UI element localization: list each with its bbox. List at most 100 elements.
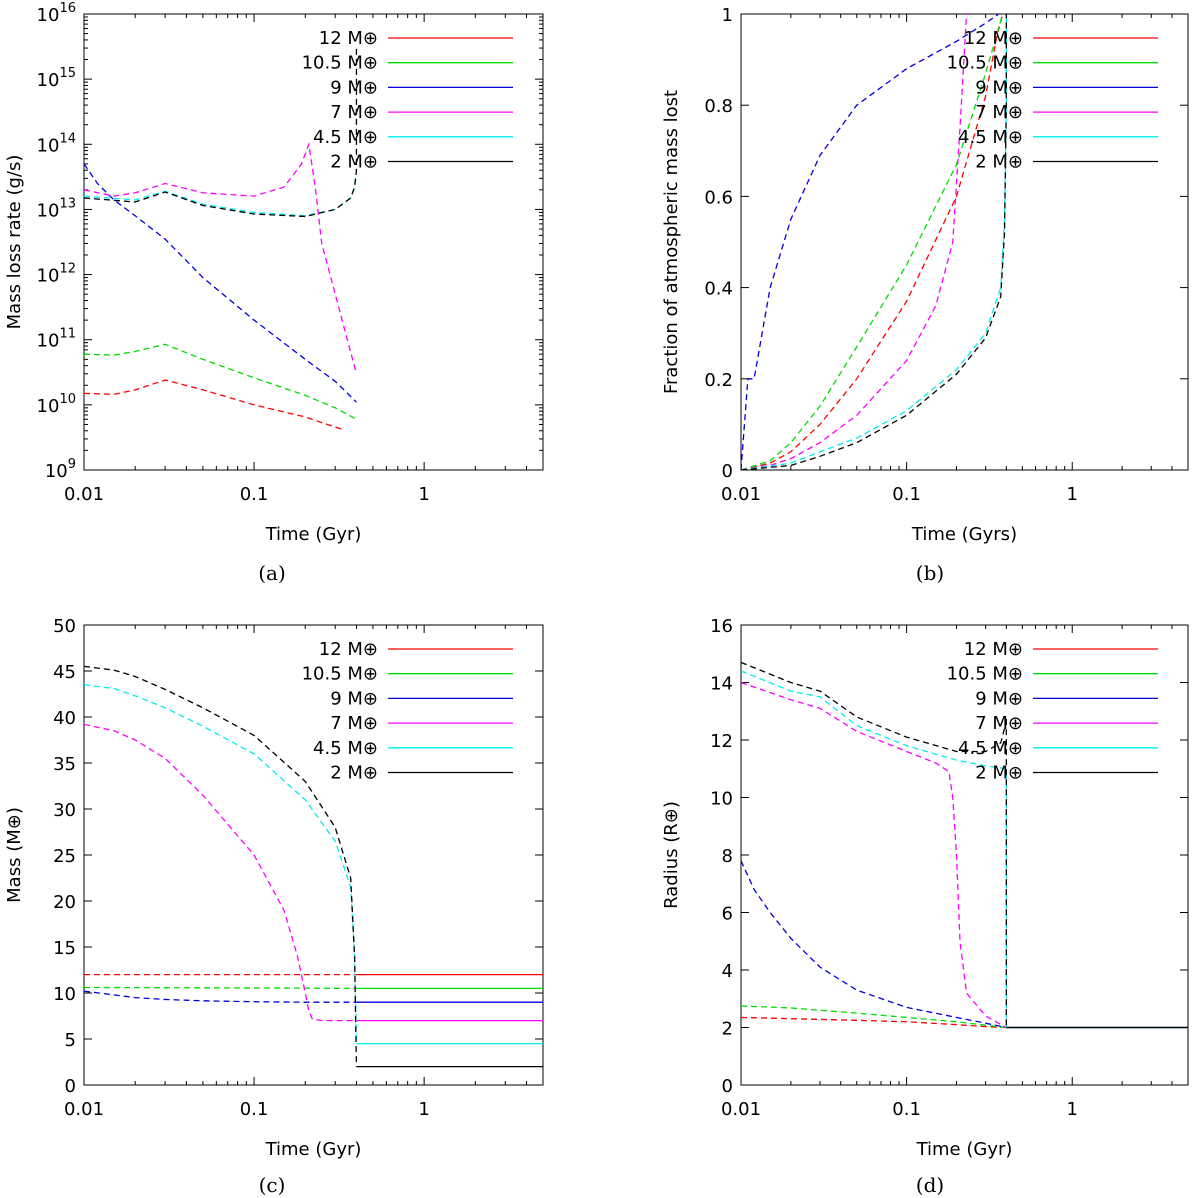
y-tick-label: 1014 <box>37 131 76 156</box>
legend-label: 9 M⊕ <box>330 688 378 709</box>
series-line-10_5-dashed <box>741 14 1004 470</box>
y-tick-label: 35 <box>53 754 76 775</box>
y-tick-label: 20 <box>53 892 76 913</box>
y-tick-label: 0.8 <box>704 96 733 117</box>
y-tick-label: 6 <box>722 904 733 925</box>
y-tick-label: 0.6 <box>704 187 733 208</box>
legend-label: 10.5 M⊕ <box>302 664 378 685</box>
panel-a: 0.01 0.1 1 109 1010 1011 1012 1013 1014 1015 1016 T… <box>4 1 544 585</box>
panel-b: 0.01 0.1 1 0 0.2 0.4 0.6 0.8 1 Time (Gyrs) Fractio… <box>661 5 1189 585</box>
y-axis-label: Mass (M⊕) <box>4 807 25 903</box>
x-tick-label: 1 <box>1067 484 1078 505</box>
y-axis-label: Fraction of atmospheric mass lost <box>661 90 682 394</box>
legend-label: 9 M⊕ <box>330 77 378 98</box>
x-tick-label: 1 <box>1067 1099 1078 1120</box>
y-tick-label: 1012 <box>37 262 76 287</box>
x-tick-label: 0.1 <box>892 1099 921 1120</box>
series-line-4_5-dashed <box>741 14 1007 470</box>
x-tick-label: 1 <box>418 484 429 505</box>
y-tick-label: 2 <box>722 1019 733 1040</box>
series-line-9-dashed <box>741 860 1007 1029</box>
x-axis-label: Time (Gyr) <box>265 1139 362 1160</box>
x-axis-label: Time (Gyr) <box>265 524 362 545</box>
legend-label: 10.5 M⊕ <box>302 53 378 74</box>
series-line-12-dashed <box>84 379 343 431</box>
y-tick-label: 10 <box>710 789 733 810</box>
legend-label: 2 M⊕ <box>975 763 1023 784</box>
series-line-9-dashed <box>84 163 357 403</box>
y-tick-label: 5 <box>65 1030 76 1051</box>
legend: 12 M⊕ 10.5 M⊕ 9 M⊕ 7 M⊕ 4.5 M⊕ 2 M⊕ <box>302 28 513 173</box>
legend: 12 M⊕ 10.5 M⊕ 9 M⊕ 7 M⊕ 4.5 M⊕ 2 M⊕ <box>947 639 1158 784</box>
y-tick-label: 15 <box>53 938 76 959</box>
series-line-7-dashed <box>741 14 968 470</box>
y-tick-label: 1 <box>722 5 733 26</box>
x-axis-label: Time (Gyr) <box>916 1139 1013 1160</box>
panel-caption: (b) <box>916 561 944 585</box>
legend-label: 9 M⊕ <box>975 688 1023 709</box>
y-tick-label: 0 <box>722 1076 733 1097</box>
legend: 12 M⊕ 10.5 M⊕ 9 M⊕ 7 M⊕ 4.5 M⊕ 2 M⊕ <box>302 639 513 784</box>
y-tick-label: 16 <box>710 616 733 637</box>
plot-frame <box>740 13 1189 471</box>
y-axis-label: Mass loss rate (g/s) <box>4 155 25 330</box>
series-line-10_5-dashed <box>84 343 357 420</box>
y-tick-label: 8 <box>722 846 733 867</box>
y-tick-label: 0.4 <box>704 279 733 300</box>
panel-caption: (d) <box>916 1173 944 1197</box>
y-tick-label: 1010 <box>37 392 76 417</box>
legend-label: 12 M⊕ <box>964 28 1023 49</box>
legend-label: 7 M⊕ <box>330 713 378 734</box>
y-tick-label: 1016 <box>37 1 76 26</box>
series-line-2-dashed <box>741 14 1007 470</box>
legend-label: 7 M⊕ <box>975 102 1023 123</box>
y-tick-label: 4 <box>722 961 733 982</box>
y-tick-label: 30 <box>53 800 76 821</box>
y-tick-label: 109 <box>45 457 76 482</box>
x-tick-label: 0.1 <box>892 484 921 505</box>
plot-area <box>741 661 1188 1029</box>
y-tick-label: 0 <box>722 461 733 482</box>
panel-caption: (c) <box>259 1173 286 1197</box>
legend-label: 12 M⊕ <box>964 639 1023 660</box>
legend-label: 4.5 M⊕ <box>958 127 1023 148</box>
panel-caption: (a) <box>258 561 286 585</box>
series-line-9-dashed <box>84 990 357 1003</box>
legend-label: 2 M⊕ <box>975 152 1023 173</box>
series-line-7-dashed <box>84 723 357 1022</box>
series-line-4_5-dashed <box>741 670 1007 1028</box>
legend-label: 9 M⊕ <box>975 77 1023 98</box>
y-tick-label: 0.2 <box>704 370 733 391</box>
y-tick-label: 1013 <box>37 196 76 221</box>
series-line-2-dashed <box>741 661 1007 1028</box>
y-axis-label: Radius (R⊕) <box>661 801 682 909</box>
series-line-7-dashed <box>741 681 1007 1029</box>
y-tick-label: 14 <box>710 674 733 695</box>
plot-frame <box>83 13 544 471</box>
plot-area <box>84 48 358 431</box>
series-line-7-dashed <box>84 141 358 374</box>
series-line-12-dashed <box>741 14 1004 470</box>
series-line-4_5-dashed <box>84 684 358 1044</box>
y-tick-label: 1015 <box>37 66 76 91</box>
x-tick-label: 0.1 <box>240 484 269 505</box>
plot-area <box>84 665 543 1068</box>
x-tick-label: 0.01 <box>721 484 761 505</box>
y-tick-label: 45 <box>53 662 76 683</box>
series-line-9-dashed <box>741 14 1000 470</box>
legend-label: 12 M⊕ <box>319 639 378 660</box>
series-line-12-dashed <box>741 1016 1007 1029</box>
x-tick-label: 0.1 <box>240 1099 269 1120</box>
legend-label: 4.5 M⊕ <box>313 127 378 148</box>
y-tick-label: 12 <box>710 731 733 752</box>
y-tick-label: 10 <box>53 984 76 1005</box>
x-tick-label: 0.01 <box>721 1099 761 1120</box>
series-line-10_5-dashed <box>84 986 357 990</box>
series-line-2-dashed <box>84 665 358 1067</box>
x-axis-label: Time (Gyrs) <box>911 524 1017 545</box>
series-line-10_5-dashed <box>741 1005 1007 1029</box>
y-tick-label: 40 <box>53 708 76 729</box>
y-tick-label: 25 <box>53 846 76 867</box>
